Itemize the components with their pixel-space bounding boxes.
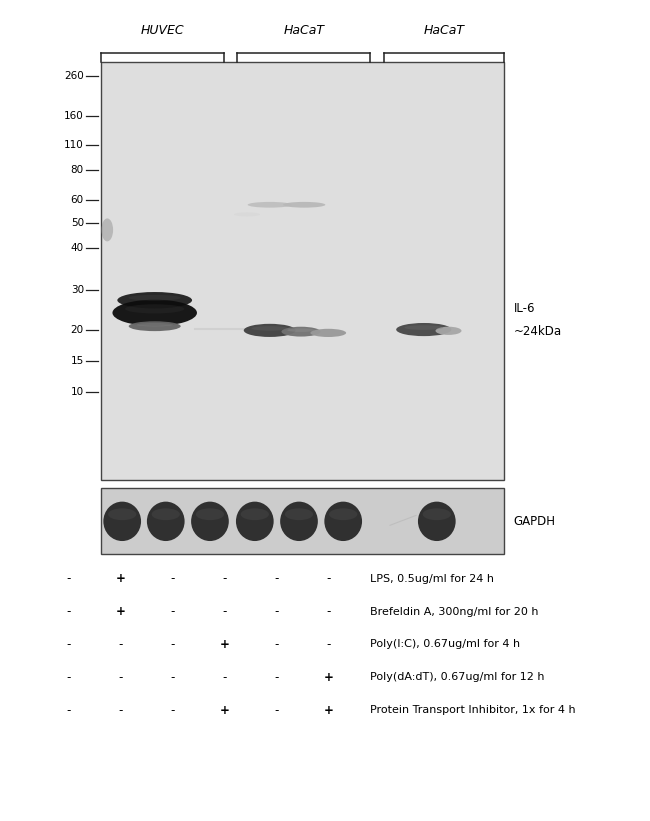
Text: -: - [118, 671, 122, 684]
Text: 80: 80 [71, 166, 84, 176]
Ellipse shape [396, 323, 451, 336]
Ellipse shape [281, 327, 320, 337]
Text: HUVEC: HUVEC [140, 24, 185, 37]
Text: -: - [170, 638, 174, 651]
Text: 40: 40 [71, 243, 84, 253]
Ellipse shape [136, 323, 173, 327]
Text: +: + [323, 671, 333, 684]
Ellipse shape [117, 292, 192, 309]
Text: -: - [170, 572, 174, 585]
Ellipse shape [151, 508, 180, 521]
Ellipse shape [418, 502, 456, 541]
Text: 30: 30 [71, 285, 84, 295]
Ellipse shape [285, 508, 313, 521]
Ellipse shape [234, 213, 260, 217]
Text: -: - [222, 671, 226, 684]
Text: LPS, 0.5ug/ml for 24 h: LPS, 0.5ug/ml for 24 h [370, 574, 495, 584]
Ellipse shape [329, 508, 358, 521]
Text: -: - [170, 671, 174, 684]
Ellipse shape [129, 321, 181, 331]
Text: +: + [323, 704, 333, 717]
Text: HaCaT: HaCaT [423, 24, 465, 37]
Text: Brefeldin A, 300ng/ml for 20 h: Brefeldin A, 300ng/ml for 20 h [370, 607, 539, 617]
Text: -: - [170, 704, 174, 717]
Ellipse shape [108, 508, 136, 521]
Text: +: + [219, 638, 229, 651]
Ellipse shape [252, 326, 288, 331]
Ellipse shape [191, 502, 229, 541]
Text: -: - [66, 572, 70, 585]
Ellipse shape [196, 508, 224, 521]
Text: 60: 60 [71, 195, 84, 204]
Text: -: - [118, 638, 122, 651]
Text: -: - [274, 605, 278, 618]
Text: -: - [66, 671, 70, 684]
Text: -: - [326, 605, 330, 618]
Ellipse shape [436, 327, 461, 335]
Ellipse shape [244, 323, 296, 337]
Text: GAPDH: GAPDH [514, 515, 556, 528]
Ellipse shape [248, 202, 292, 208]
Text: -: - [170, 605, 174, 618]
Ellipse shape [147, 502, 185, 541]
Text: -: - [222, 605, 226, 618]
Text: 160: 160 [64, 111, 84, 121]
Text: -: - [66, 704, 70, 717]
Text: -: - [66, 605, 70, 618]
Text: -: - [274, 671, 278, 684]
Text: -: - [326, 638, 330, 651]
Text: 260: 260 [64, 71, 84, 81]
Text: -: - [222, 572, 226, 585]
Text: -: - [274, 704, 278, 717]
Ellipse shape [283, 202, 326, 208]
Text: -: - [274, 638, 278, 651]
Ellipse shape [240, 508, 269, 521]
Text: +: + [115, 572, 125, 585]
Ellipse shape [324, 502, 362, 541]
Bar [101, 488, 504, 554]
Text: Protein Transport Inhibitor, 1x for 4 h: Protein Transport Inhibitor, 1x for 4 h [370, 705, 576, 715]
Text: 10: 10 [71, 388, 84, 397]
Ellipse shape [236, 502, 274, 541]
Ellipse shape [101, 218, 113, 241]
Ellipse shape [125, 305, 185, 314]
Text: Poly(dA:dT), 0.67ug/ml for 12 h: Poly(dA:dT), 0.67ug/ml for 12 h [370, 672, 545, 682]
Text: ~24kDa: ~24kDa [514, 325, 562, 338]
Text: IL-6: IL-6 [514, 302, 535, 315]
Text: HaCaT: HaCaT [283, 24, 325, 37]
Ellipse shape [311, 328, 346, 337]
Ellipse shape [287, 328, 315, 332]
Text: 50: 50 [71, 218, 84, 227]
Text: 20: 20 [71, 324, 84, 334]
Text: 15: 15 [71, 356, 84, 366]
Text: Poly(I:C), 0.67ug/ml for 4 h: Poly(I:C), 0.67ug/ml for 4 h [370, 640, 521, 649]
Text: -: - [118, 704, 122, 717]
Bar [101, 62, 504, 480]
Ellipse shape [112, 300, 197, 326]
Text: -: - [326, 572, 330, 585]
Text: 110: 110 [64, 140, 84, 150]
Ellipse shape [280, 502, 318, 541]
Ellipse shape [129, 295, 181, 300]
Ellipse shape [103, 502, 141, 541]
Text: +: + [219, 704, 229, 717]
Text: +: + [115, 605, 125, 618]
Ellipse shape [404, 325, 443, 330]
Text: -: - [274, 572, 278, 585]
Text: -: - [66, 638, 70, 651]
Ellipse shape [422, 508, 451, 521]
